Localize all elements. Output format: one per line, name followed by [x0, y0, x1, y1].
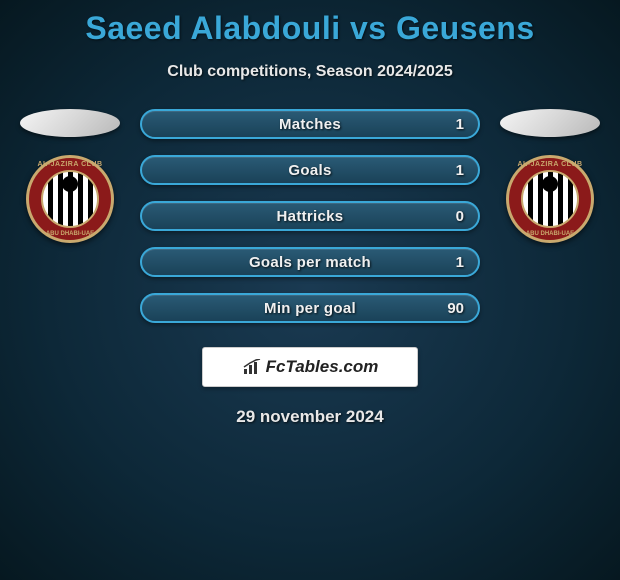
chart-icon: [242, 359, 262, 375]
badge-ball-icon: [542, 176, 558, 192]
stat-value-right: 0: [456, 208, 464, 225]
branding-box[interactable]: FcTables.com: [202, 347, 418, 387]
club-badge-right: AL-JAZIRA CLUB ABU DHABI-UAE: [506, 155, 594, 243]
badge-inner-stripes: [41, 170, 99, 228]
stat-label: Min per goal: [264, 300, 356, 317]
badge-ball-icon: [62, 176, 78, 192]
club-badge-left: AL-JAZIRA CLUB ABU DHABI-UAE: [26, 155, 114, 243]
stat-bar-goals-per-match: Goals per match 1: [140, 247, 480, 277]
flag-right: [500, 109, 600, 137]
stats-column: Matches 1 Goals 1 Hattricks 0 Goals per …: [140, 109, 480, 323]
stat-value-right: 1: [456, 162, 464, 179]
page-title: Saeed Alabdouli vs Geusens: [0, 0, 620, 47]
player-left-column: AL-JAZIRA CLUB ABU DHABI-UAE: [20, 109, 120, 243]
stat-value-right: 1: [456, 254, 464, 271]
stat-value-right: 1: [456, 116, 464, 133]
badge-bottom-text: ABU DHABI-UAE: [509, 231, 591, 237]
stat-bar-matches: Matches 1: [140, 109, 480, 139]
stat-label: Hattricks: [277, 208, 344, 225]
date-text: 29 november 2024: [0, 407, 620, 427]
badge-top-text: AL-JAZIRA CLUB: [509, 161, 591, 168]
stat-label: Goals per match: [249, 254, 371, 271]
subtitle: Club competitions, Season 2024/2025: [0, 63, 620, 81]
stat-bar-hattricks: Hattricks 0: [140, 201, 480, 231]
badge-inner-stripes: [521, 170, 579, 228]
flag-left: [20, 109, 120, 137]
stat-value-right: 90: [447, 300, 464, 317]
badge-top-text: AL-JAZIRA CLUB: [29, 161, 111, 168]
stat-bar-min-per-goal: Min per goal 90: [140, 293, 480, 323]
comparison-row: AL-JAZIRA CLUB ABU DHABI-UAE Matches 1 G…: [0, 109, 620, 323]
stat-label: Goals: [288, 162, 331, 179]
stat-label: Matches: [279, 116, 341, 133]
player-right-column: AL-JAZIRA CLUB ABU DHABI-UAE: [500, 109, 600, 243]
stat-bar-goals: Goals 1: [140, 155, 480, 185]
branding-text: FcTables.com: [266, 357, 379, 377]
badge-bottom-text: ABU DHABI-UAE: [29, 231, 111, 237]
